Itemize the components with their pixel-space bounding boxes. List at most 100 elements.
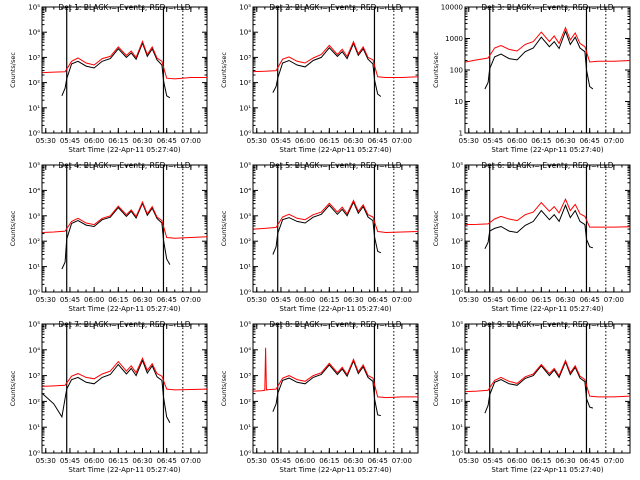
y-tick-label: 10⁴ [451,346,463,354]
panel-title: Det 3: BLACK = Events, RED = LLD [481,3,613,12]
x-tick-label: 06:00 [295,137,315,145]
x-tick-label: 06:45 [580,296,600,304]
x-tick-label: 06:15 [319,296,339,304]
y-tick-label: 10³ [451,372,463,380]
x-tick-label: 05:30 [247,137,267,145]
x-tick-label: 06:45 [157,137,177,145]
x-tick-label: 05:45 [60,296,80,304]
events-series-line [484,360,594,414]
y-tick-label: 10³ [239,372,251,380]
x-axis-label: Start Time (22-Apr-11 05:27:40) [279,305,391,313]
y-tick-label: 10¹ [28,104,40,112]
x-tick-label: 05:45 [483,457,503,465]
panel-det-3: Det 3: BLACK = Events, RED = LLD Counts/s… [432,3,631,154]
x-tick-label: 05:30 [36,296,56,304]
x-tick-label: 07:00 [392,296,412,304]
y-tick-label: 10¹ [239,104,251,112]
y-tick-label: 10⁰ [28,450,40,458]
x-tick-label: 06:30 [132,137,152,145]
x-axis-label: Start Time (22-Apr-11 05:27:40) [68,305,180,313]
y-tick-label: 10⁵ [451,321,463,329]
y-tick-label: 10³ [239,54,251,62]
x-tick-label: 05:45 [483,137,503,145]
x-tick-label: 06:30 [555,457,575,465]
y-tick-label: 10² [28,398,40,406]
y-tick-label: 10⁰ [239,130,251,138]
panel-title: Det 5: BLACK = Events, RED = LLD [269,161,401,170]
x-tick-label: 06:45 [368,296,388,304]
y-tick-label: 10³ [28,54,40,62]
x-tick-label: 05:30 [247,296,267,304]
y-tick-label: 100 [450,67,463,75]
x-tick-label: 06:00 [84,296,104,304]
y-tick-label: 10¹ [451,263,463,271]
x-tick-label: 07:00 [604,457,624,465]
lld-series-line [42,200,208,239]
y-tick-label: 10¹ [451,424,463,432]
panel-det-9: Det 9: BLACK = Events, RED = LLD Counts/s… [432,320,631,474]
x-tick-label: 06:00 [84,457,104,465]
x-tick-label: 06:45 [157,296,177,304]
x-axis-label: Start Time (22-Apr-11 05:27:40) [68,146,180,154]
y-tick-label: 10³ [28,212,40,220]
x-tick-label: 06:30 [343,296,363,304]
y-axis-label: Counts/sec [432,210,440,246]
events-series-line [42,359,171,423]
x-tick-label: 06:00 [507,137,527,145]
panel-det-2: Det 2: BLACK = Events, RED = LLD Counts/s… [220,3,419,154]
x-tick-label: 06:15 [108,457,128,465]
x-axis-label: Start Time (22-Apr-11 05:27:40) [279,146,391,154]
x-tick-label: 06:30 [132,457,152,465]
x-axis-label: Start Time (22-Apr-11 05:27:40) [68,466,180,474]
y-tick-label: 10⁴ [239,29,251,37]
x-tick-label: 07:00 [392,457,412,465]
x-tick-label: 06:15 [531,296,551,304]
y-tick-label: 10⁴ [239,346,251,354]
panel-det-8: Det 8: BLACK = Events, RED = LLD Counts/s… [220,320,419,474]
x-tick-label: 05:45 [60,137,80,145]
lld-series-line [253,199,419,234]
panel-title: Det 7: BLACK = Events, RED = LLD [58,320,190,329]
y-tick-label: 10⁵ [239,162,251,170]
y-tick-label: 10⁵ [28,321,40,329]
plot-frame [41,164,208,293]
plot-frame [41,323,208,454]
y-tick-label: 10¹ [239,424,251,432]
panel-title: Det 4: BLACK = Events, RED = LLD [58,161,190,170]
lld-series-line [253,347,418,399]
y-tick-label: 10⁰ [28,130,40,138]
plot-frame [252,164,419,293]
y-tick-label: 10⁰ [239,289,251,297]
x-tick-label: 06:45 [368,457,388,465]
x-tick-label: 06:45 [580,457,600,465]
y-axis-label: Counts/sec [9,52,17,88]
x-tick-label: 07:00 [181,296,201,304]
y-tick-label: 10⁴ [28,346,40,354]
lld-series-line [465,197,631,228]
y-tick-label: 10⁰ [239,450,251,458]
x-tick-label: 06:15 [319,137,339,145]
x-tick-label: 06:00 [295,296,315,304]
lld-series-line [42,357,208,391]
panel-title: Det 8: BLACK = Events, RED = LLD [269,320,401,329]
x-tick-label: 05:30 [459,137,479,145]
x-tick-label: 07:00 [392,137,412,145]
plot-frame [41,6,208,134]
x-tick-label: 06:00 [507,457,527,465]
plot-frame [252,6,419,134]
y-axis-label: Counts/sec [220,370,228,406]
y-tick-label: 10³ [28,372,40,380]
panel-det-5: Det 5: BLACK = Events, RED = LLD Counts/s… [220,161,419,313]
x-tick-label: 06:30 [132,296,152,304]
lld-series-line [253,40,419,78]
y-tick-label: 10² [451,238,463,246]
panel-title: Det 1: BLACK = Events, RED = LLD [58,3,190,12]
x-tick-label: 05:30 [36,457,56,465]
x-tick-label: 07:00 [604,296,624,304]
events-series-line [272,42,382,97]
panel-det-1: Det 1: BLACK = Events, RED = LLD Counts/s… [9,3,208,154]
y-tick-label: 10⁴ [28,187,40,195]
y-tick-label: 10⁴ [451,187,463,195]
